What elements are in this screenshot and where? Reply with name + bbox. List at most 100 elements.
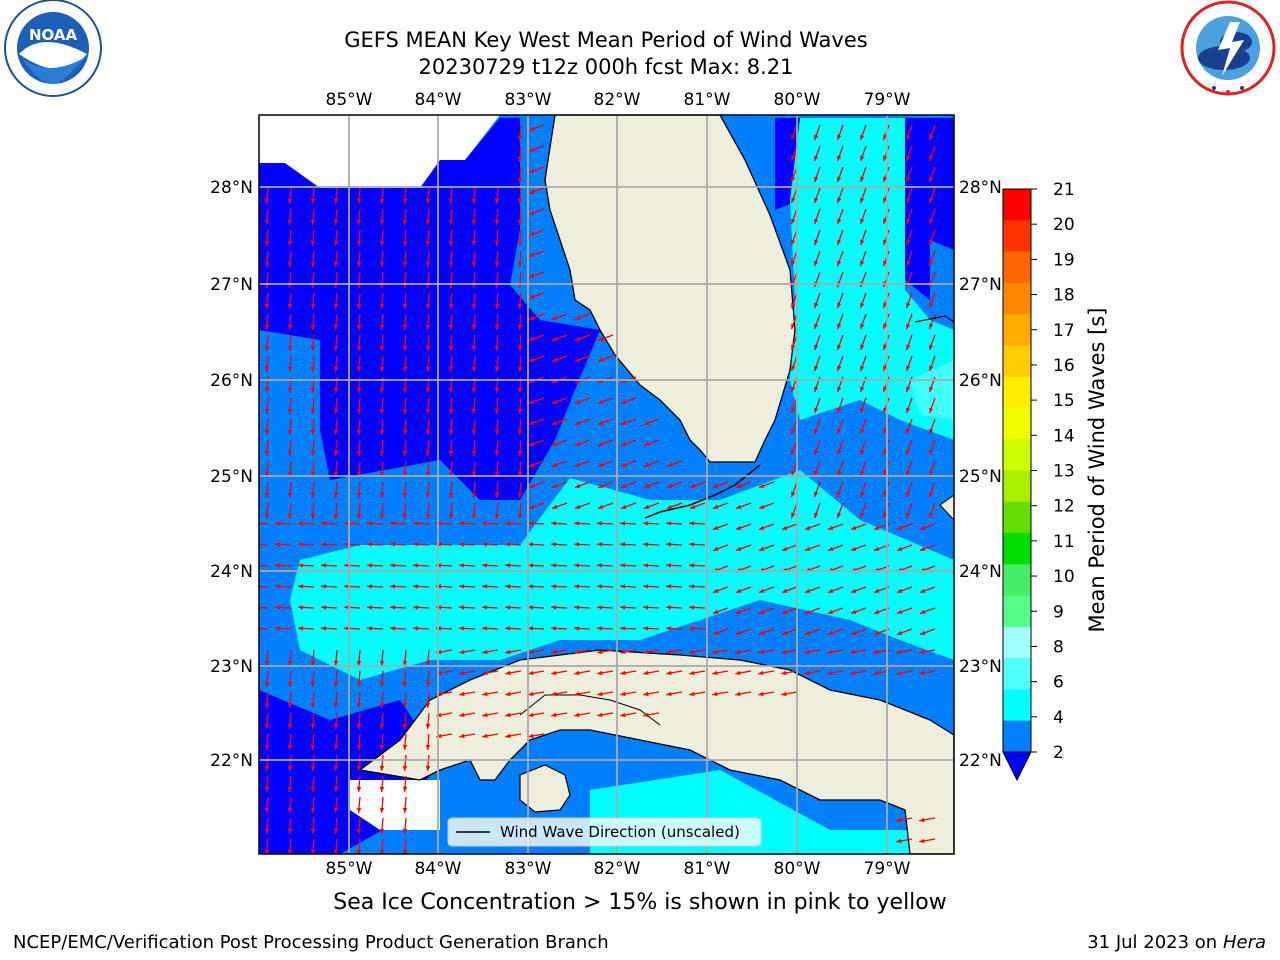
wind-arrow-head (814, 428, 819, 435)
wind-arrow-head (837, 470, 842, 477)
wind-arrow-head (379, 219, 385, 225)
wind-arrow-head (597, 462, 604, 467)
wind-arrow-head (264, 387, 270, 393)
wind-arrow-head (264, 513, 270, 519)
wind-arrow-head (814, 386, 819, 393)
wind-arrow-head (264, 345, 270, 351)
wind-arrow-head (551, 357, 558, 362)
wind-arrow-head (310, 828, 316, 834)
wind-arrow-head (264, 723, 270, 729)
wind-arrow-head (791, 407, 796, 414)
lon-label: 85°W (326, 90, 373, 110)
wind-arrow-head (367, 521, 373, 526)
wind-arrow-head (906, 470, 911, 477)
wind-arrow-head (321, 542, 327, 547)
wind-arrow-head (494, 450, 500, 456)
wind-arrow-head (804, 609, 811, 614)
lat-label: 23°N (959, 657, 1002, 677)
wind-arrow-head (906, 449, 911, 456)
wind-arrow-head (712, 691, 718, 697)
wind-arrow-head (837, 365, 842, 372)
wind-arrow-head (574, 542, 580, 547)
wind-arrow-head (494, 492, 500, 498)
wind-arrow-head (264, 807, 270, 813)
wind-arrow-head (837, 512, 842, 519)
wind-arrow-head (528, 584, 534, 589)
wind-arrow-head (528, 712, 534, 718)
wind-arrow-head (482, 563, 488, 568)
wind-arrow-head (906, 365, 911, 372)
wind-arrow-head (919, 525, 926, 530)
wind-arrow-head (712, 483, 719, 488)
wind-arrow-head (712, 649, 718, 655)
wind-arrow-head (344, 626, 350, 631)
wind-arrow-head (666, 563, 672, 568)
wind-arrow-head (837, 134, 842, 141)
wind-arrow-head (735, 546, 742, 551)
wind-arrow-head (287, 723, 293, 729)
wind-arrow-head (551, 441, 558, 446)
wind-arrow-head (287, 450, 293, 456)
wind-arrow-head (471, 303, 477, 309)
wind-arrow-head (528, 168, 535, 173)
wind-arrow-head (413, 626, 419, 631)
wind-arrow-head (379, 723, 385, 729)
wind-arrow-head (517, 387, 523, 393)
wind-arrow-head (929, 218, 934, 225)
wind-arrow-head (367, 605, 373, 610)
wind-arrow-head (528, 521, 534, 526)
wind-arrow-head (906, 134, 911, 141)
wind-arrow-head (402, 450, 408, 456)
wind-arrow-head (837, 428, 842, 435)
wind-arrow-head (781, 691, 787, 697)
wind-arrow-head (860, 512, 865, 519)
wind-arrow-head (735, 588, 742, 593)
wind-arrow-head (620, 441, 627, 446)
wind-arrow-head (505, 626, 511, 631)
wind-arrow-head (287, 513, 293, 519)
wind-arrow-head (494, 366, 500, 372)
wind-arrow-head (402, 198, 408, 204)
wind-arrow-head (402, 723, 408, 729)
wind-arrow-head (929, 449, 934, 456)
wind-arrow-head (837, 176, 842, 183)
wind-arrow-head (310, 366, 316, 372)
wind-arrow-head (528, 231, 535, 236)
wind-arrow-head (574, 420, 581, 425)
lon-label: 81°W (684, 90, 731, 110)
lon-labels-bottom: 85°W 84°W 83°W 82°W 81°W 80°W 79°W (326, 859, 911, 879)
wind-arrow-head (643, 649, 649, 655)
wind-arrow-head (528, 670, 534, 676)
wind-arrow-head (425, 198, 431, 204)
wind-arrow-head (620, 670, 626, 676)
florida-keys (644, 464, 761, 519)
band-below-2 (905, 118, 954, 300)
wind-arrow-head (310, 681, 316, 687)
wind-arrow-head (735, 630, 742, 635)
wind-arrow-head (528, 315, 535, 320)
wind-arrow-head (425, 345, 431, 351)
colorbar-segment (1003, 282, 1031, 315)
wind-arrow-head (482, 712, 488, 718)
wind-arrow-head (929, 407, 934, 414)
colorbar-segment (1003, 345, 1031, 378)
wind-arrow-head (310, 492, 316, 498)
wind-arrow-head (850, 649, 856, 655)
colorbar-segment (1003, 376, 1031, 409)
wind-arrow-head (264, 198, 270, 204)
wind-arrow-head (837, 260, 842, 267)
wind-arrow-head (551, 584, 557, 589)
wind-arrow-head (528, 691, 534, 697)
wind-arrow-head (620, 504, 627, 509)
wind-arrow-head (712, 546, 719, 551)
wind-arrow-head (459, 626, 465, 631)
wind-arrow-head (356, 261, 362, 267)
wind-arrow-head (574, 336, 581, 341)
wind-arrow-head (275, 521, 281, 526)
wind-arrow-head (791, 302, 796, 309)
wind-arrow-head (781, 670, 787, 676)
wind-arrow-head (379, 387, 385, 393)
wind-arrow-head (597, 584, 603, 589)
wind-arrow-head (837, 197, 842, 204)
wind-arrow-head (413, 563, 419, 568)
